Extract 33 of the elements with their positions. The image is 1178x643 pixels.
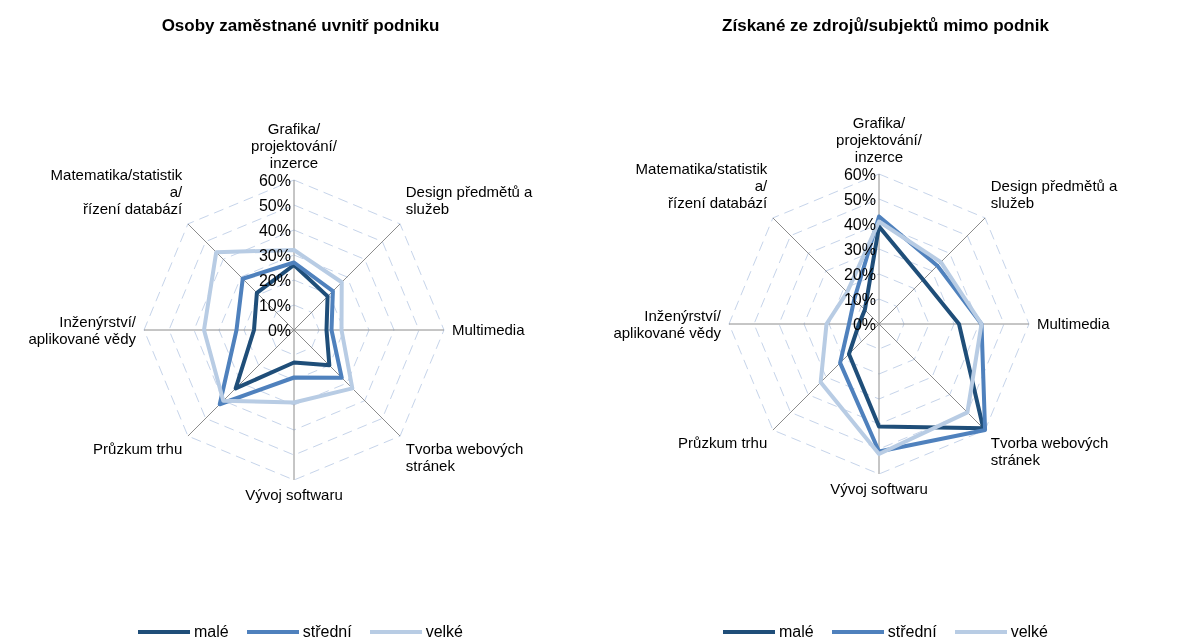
spoke-label: Tvorba webových stránek [990, 433, 1109, 468]
spoke-label: Průzkum trhu [678, 433, 768, 451]
spoke-label: Grafika/ projektování/ inzerce [251, 120, 338, 171]
legend-label: malé [194, 623, 229, 641]
spoke-label: Design předmětů a služeb [405, 183, 534, 218]
spoke-label: Vývoj softwaru [830, 480, 928, 497]
y-tick-label: 40% [843, 216, 876, 233]
spoke-label: Vývoj softwaru [245, 486, 343, 503]
legend-label: střední [887, 623, 937, 641]
spoke-label: Multimedia [452, 321, 526, 338]
y-tick-label: 10% [258, 297, 291, 314]
chart-title: Osoby zaměstnané uvnitř podniku [160, 16, 441, 36]
spoke-label: Průzkum trhu [93, 439, 183, 457]
y-tick-label: 50% [843, 191, 876, 208]
legend-label: velké [425, 623, 463, 641]
spoke-label: Grafika/ projektování/ inzerce [836, 114, 923, 165]
y-tick-label: 50% [258, 197, 291, 214]
spoke-label: Inženýrství/ aplikované vědy [613, 306, 722, 341]
y-tick-label: 60% [258, 172, 291, 189]
y-tick-label: 30% [258, 247, 291, 264]
spoke-label: Tvorba webových stránek [405, 439, 524, 474]
y-tick-label: 0% [267, 322, 291, 339]
spoke-label: Matematika/statistik a/ řízení databází [635, 160, 769, 212]
spoke-label: Matematika/statistik a/ řízení databází [50, 166, 184, 218]
y-tick-label: 40% [258, 222, 291, 239]
chart-title: Získané ze zdrojů/subjektů mimo podnik [721, 16, 1050, 36]
y-tick-label: 60% [843, 166, 876, 183]
legend-label: malé [779, 623, 814, 641]
legend-label: střední [302, 623, 352, 641]
legend-label: velké [1010, 623, 1048, 641]
spoke-label: Design předmětů a služeb [990, 177, 1119, 212]
spoke-label: Inženýrství/ aplikované vědy [28, 312, 137, 347]
spoke-label: Multimedia [1037, 315, 1111, 332]
